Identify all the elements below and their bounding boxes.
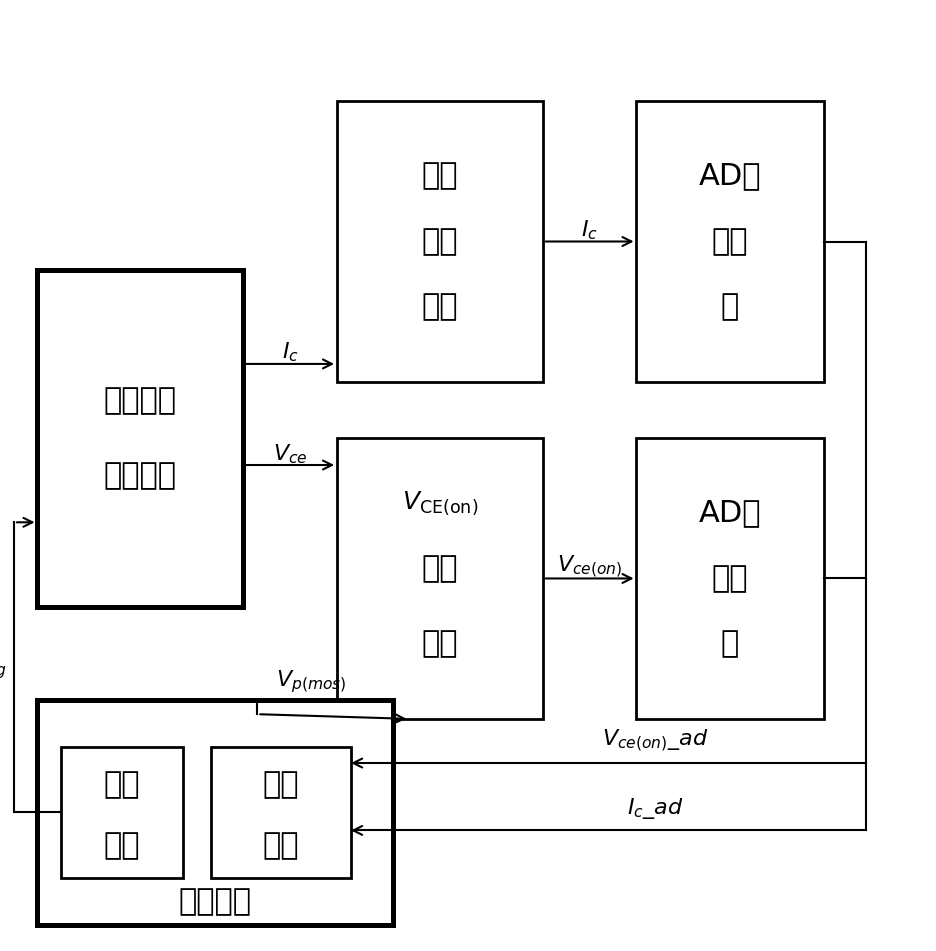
Text: $V_{\rm CE(on)}$: $V_{\rm CE(on)}$ (402, 490, 478, 517)
Text: 结温: 结温 (263, 770, 299, 799)
Text: $V_g$: $V_g$ (0, 654, 7, 681)
Text: 电流: 电流 (422, 162, 458, 190)
Text: 元: 元 (721, 293, 739, 321)
Text: 集单: 集单 (712, 227, 748, 256)
Text: 元: 元 (721, 630, 739, 658)
Text: 单元: 单元 (422, 293, 458, 321)
Text: $I_c$: $I_c$ (282, 340, 299, 364)
Text: AD采: AD采 (699, 162, 761, 190)
Text: 计算: 计算 (263, 831, 299, 860)
Bar (636, 101, 824, 382)
Text: 待测电力: 待测电力 (104, 386, 177, 416)
Bar (337, 438, 543, 719)
Text: $V_{ce(on)}$: $V_{ce(on)}$ (557, 554, 622, 580)
Text: 单元: 单元 (422, 630, 458, 658)
Text: $I_c$: $I_c$ (581, 219, 598, 243)
Text: $V_{ce(on)}\_ad$: $V_{ce(on)}\_ad$ (602, 728, 709, 754)
Text: 器件: 器件 (104, 770, 139, 799)
Text: 检测: 检测 (422, 554, 458, 584)
Text: 集单: 集单 (712, 564, 748, 593)
Text: $I_c\_ad$: $I_c\_ad$ (627, 796, 683, 821)
Bar (211, 747, 351, 878)
Bar (636, 438, 824, 719)
Bar (337, 101, 543, 382)
Text: 驱动: 驱动 (104, 831, 139, 860)
Text: $V_{p(mos)}$: $V_{p(mos)}$ (276, 669, 347, 695)
Text: AD采: AD采 (699, 498, 761, 528)
Bar (37, 700, 393, 924)
Text: $V_{ce}$: $V_{ce}$ (273, 442, 307, 466)
Text: 电子器件: 电子器件 (104, 461, 177, 490)
Bar (37, 269, 243, 607)
Text: 主控单元: 主控单元 (179, 887, 252, 916)
Bar (61, 747, 183, 878)
Text: 检测: 检测 (422, 227, 458, 256)
